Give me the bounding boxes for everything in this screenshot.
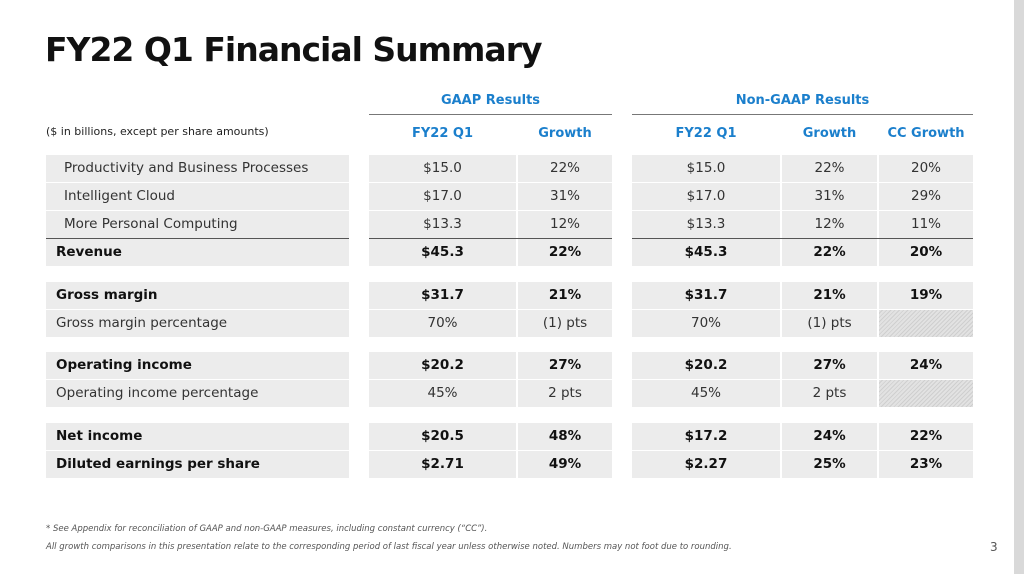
non-gaap-cc-growth-cell: 20% [879, 239, 973, 266]
footnote-growth-comparisons: All growth comparisons in this presentat… [46, 542, 732, 552]
subtotal-divider [369, 238, 612, 239]
non-gaap-growth-cell: 12% [782, 211, 877, 238]
page-title: FY22 Q1 Financial Summary [45, 30, 542, 69]
non-gaap-fy22-q1-cell: $17.2 [632, 423, 780, 450]
non-gaap-fy22-q1-cell: $45.3 [632, 239, 780, 266]
gaap-fy22-q1-cell: $20.2 [369, 352, 516, 379]
subtotal-divider [46, 238, 349, 239]
row-label: Net income [46, 423, 349, 450]
non-gaap-growth-cell: 2 pts [782, 380, 877, 407]
non-gaap-fy22-q1-cell: $17.0 [632, 183, 780, 210]
non-gaap-cc-growth-cell: 24% [879, 352, 973, 379]
non-gaap-growth-cell: 21% [782, 282, 877, 309]
gaap-growth-cell: 48% [518, 423, 612, 450]
gaap-fy22-q1-cell: 45% [369, 380, 516, 407]
non-gaap-results-header: Non-GAAP Results [632, 92, 973, 115]
footnote-appendix: * See Appendix for reconciliation of GAA… [46, 524, 488, 534]
row-label: Revenue [46, 239, 349, 266]
slide-edge [1014, 0, 1024, 574]
page-number: 3 [990, 540, 998, 554]
row-label: Operating income percentage [46, 380, 349, 407]
gaap-results-header: GAAP Results [369, 92, 612, 115]
gaap-fy22-q1-cell: $45.3 [369, 239, 516, 266]
not-applicable-cell [879, 380, 973, 407]
non-gaap-fy22-q1-cell: $2.27 [632, 451, 780, 478]
non-gaap-fy22-q1-cell: 45% [632, 380, 780, 407]
non-gaap-cc-growth-cell: 19% [879, 282, 973, 309]
gaap-fy22-q1-cell: $15.0 [369, 155, 516, 182]
non-gaap-cc-growth-cell: 23% [879, 451, 973, 478]
non-gaap-growth-cell: 27% [782, 352, 877, 379]
row-label: Operating income [46, 352, 349, 379]
gaap-growth-cell: 49% [518, 451, 612, 478]
non-gaap-fy22-q1-cell: $15.0 [632, 155, 780, 182]
non-gaap-fy22-q1-cell: $20.2 [632, 352, 780, 379]
non-gaap-fy22-q1-header: FY22 Q1 [675, 126, 737, 141]
row-label: Productivity and Business Processes [46, 155, 349, 182]
gaap-growth-cell: 27% [518, 352, 612, 379]
gaap-growth-cell: 22% [518, 155, 612, 182]
row-label: Diluted earnings per share [46, 451, 349, 478]
non-gaap-fy22-q1-cell: $31.7 [632, 282, 780, 309]
gaap-growth-cell: 31% [518, 183, 612, 210]
gaap-growth-cell: (1) pts [518, 310, 612, 337]
non-gaap-growth-cell: 22% [782, 239, 877, 266]
gaap-growth-cell: 12% [518, 211, 612, 238]
non-gaap-growth-cell: 22% [782, 155, 877, 182]
non-gaap-cc-growth-header: CC Growth [887, 126, 965, 141]
units-note: ($ in billions, except per share amounts… [46, 125, 269, 138]
gaap-growth-cell: 22% [518, 239, 612, 266]
non-gaap-cc-growth-cell: 11% [879, 211, 973, 238]
non-gaap-growth-cell: (1) pts [782, 310, 877, 337]
gaap-fy22-q1-cell: $31.7 [369, 282, 516, 309]
row-label: Intelligent Cloud [46, 183, 349, 210]
gaap-growth-cell: 2 pts [518, 380, 612, 407]
non-gaap-cc-growth-cell: 29% [879, 183, 973, 210]
gaap-fy22-q1-cell: $20.5 [369, 423, 516, 450]
non-gaap-fy22-q1-cell: $13.3 [632, 211, 780, 238]
non-gaap-growth-header: Growth [802, 126, 857, 141]
non-gaap-cc-growth-cell: 20% [879, 155, 973, 182]
gaap-fy22-q1-cell: $2.71 [369, 451, 516, 478]
row-label: Gross margin [46, 282, 349, 309]
gaap-fy22-q1-header: FY22 Q1 [411, 126, 473, 141]
non-gaap-cc-growth-cell: 22% [879, 423, 973, 450]
gaap-growth-header: Growth [538, 126, 592, 141]
gaap-fy22-q1-cell: $17.0 [369, 183, 516, 210]
row-label: More Personal Computing [46, 211, 349, 238]
row-label: Gross margin percentage [46, 310, 349, 337]
non-gaap-growth-cell: 25% [782, 451, 877, 478]
gaap-fy22-q1-cell: $13.3 [369, 211, 516, 238]
gaap-growth-cell: 21% [518, 282, 612, 309]
gaap-fy22-q1-cell: 70% [369, 310, 516, 337]
not-applicable-cell [879, 310, 973, 337]
non-gaap-fy22-q1-cell: 70% [632, 310, 780, 337]
non-gaap-growth-cell: 31% [782, 183, 877, 210]
subtotal-divider [632, 238, 973, 239]
non-gaap-growth-cell: 24% [782, 423, 877, 450]
